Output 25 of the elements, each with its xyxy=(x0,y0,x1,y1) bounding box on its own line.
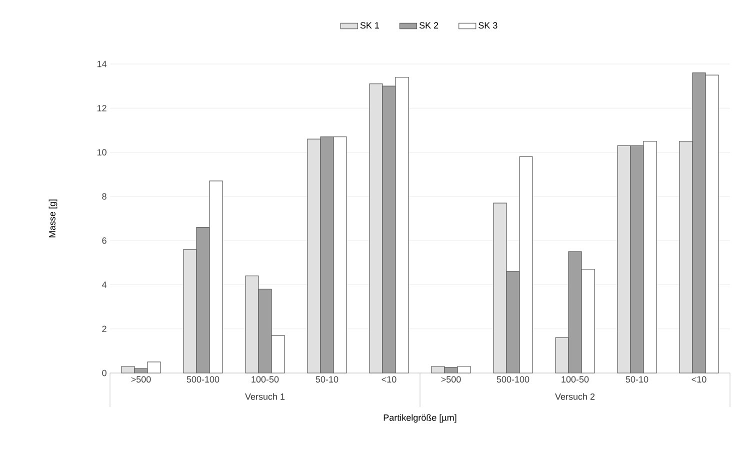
x-tick-label: >500 xyxy=(441,376,461,383)
x-tick-label: <10 xyxy=(692,376,706,383)
y-tick-label: 2 xyxy=(102,326,106,332)
legend-label: SK 3 xyxy=(478,22,498,29)
y-tick-label: 6 xyxy=(102,237,106,244)
y-tick-label: 8 xyxy=(102,193,106,200)
x-tick-label: 100-50 xyxy=(562,376,589,383)
legend-label: SK 1 xyxy=(360,22,380,29)
y-tick-label: 4 xyxy=(102,282,107,288)
x-tick-label: 100-50 xyxy=(252,376,279,383)
legend-label: SK 2 xyxy=(419,22,438,29)
x-tick-label: <10 xyxy=(382,376,396,383)
x-tick-label: 50-10 xyxy=(626,376,648,383)
x-tick-label: 50-10 xyxy=(316,376,338,383)
y-tick-label: 14 xyxy=(97,60,107,68)
x-tick-label: 500-100 xyxy=(186,376,220,383)
text: Versuch 2 xyxy=(555,393,595,400)
x-tick-label: 500-100 xyxy=(496,376,530,383)
y-tick-label: 0 xyxy=(102,370,106,376)
y-tick-label: 12 xyxy=(97,105,106,112)
x-tick-label: >500 xyxy=(131,376,151,383)
text: Versuch 1 xyxy=(245,393,285,400)
x-axis-title: Partikelgröße [µm] xyxy=(384,414,456,423)
y-tick-label: 10 xyxy=(97,149,106,156)
y-axis-title: Masse [g] xyxy=(48,200,58,238)
